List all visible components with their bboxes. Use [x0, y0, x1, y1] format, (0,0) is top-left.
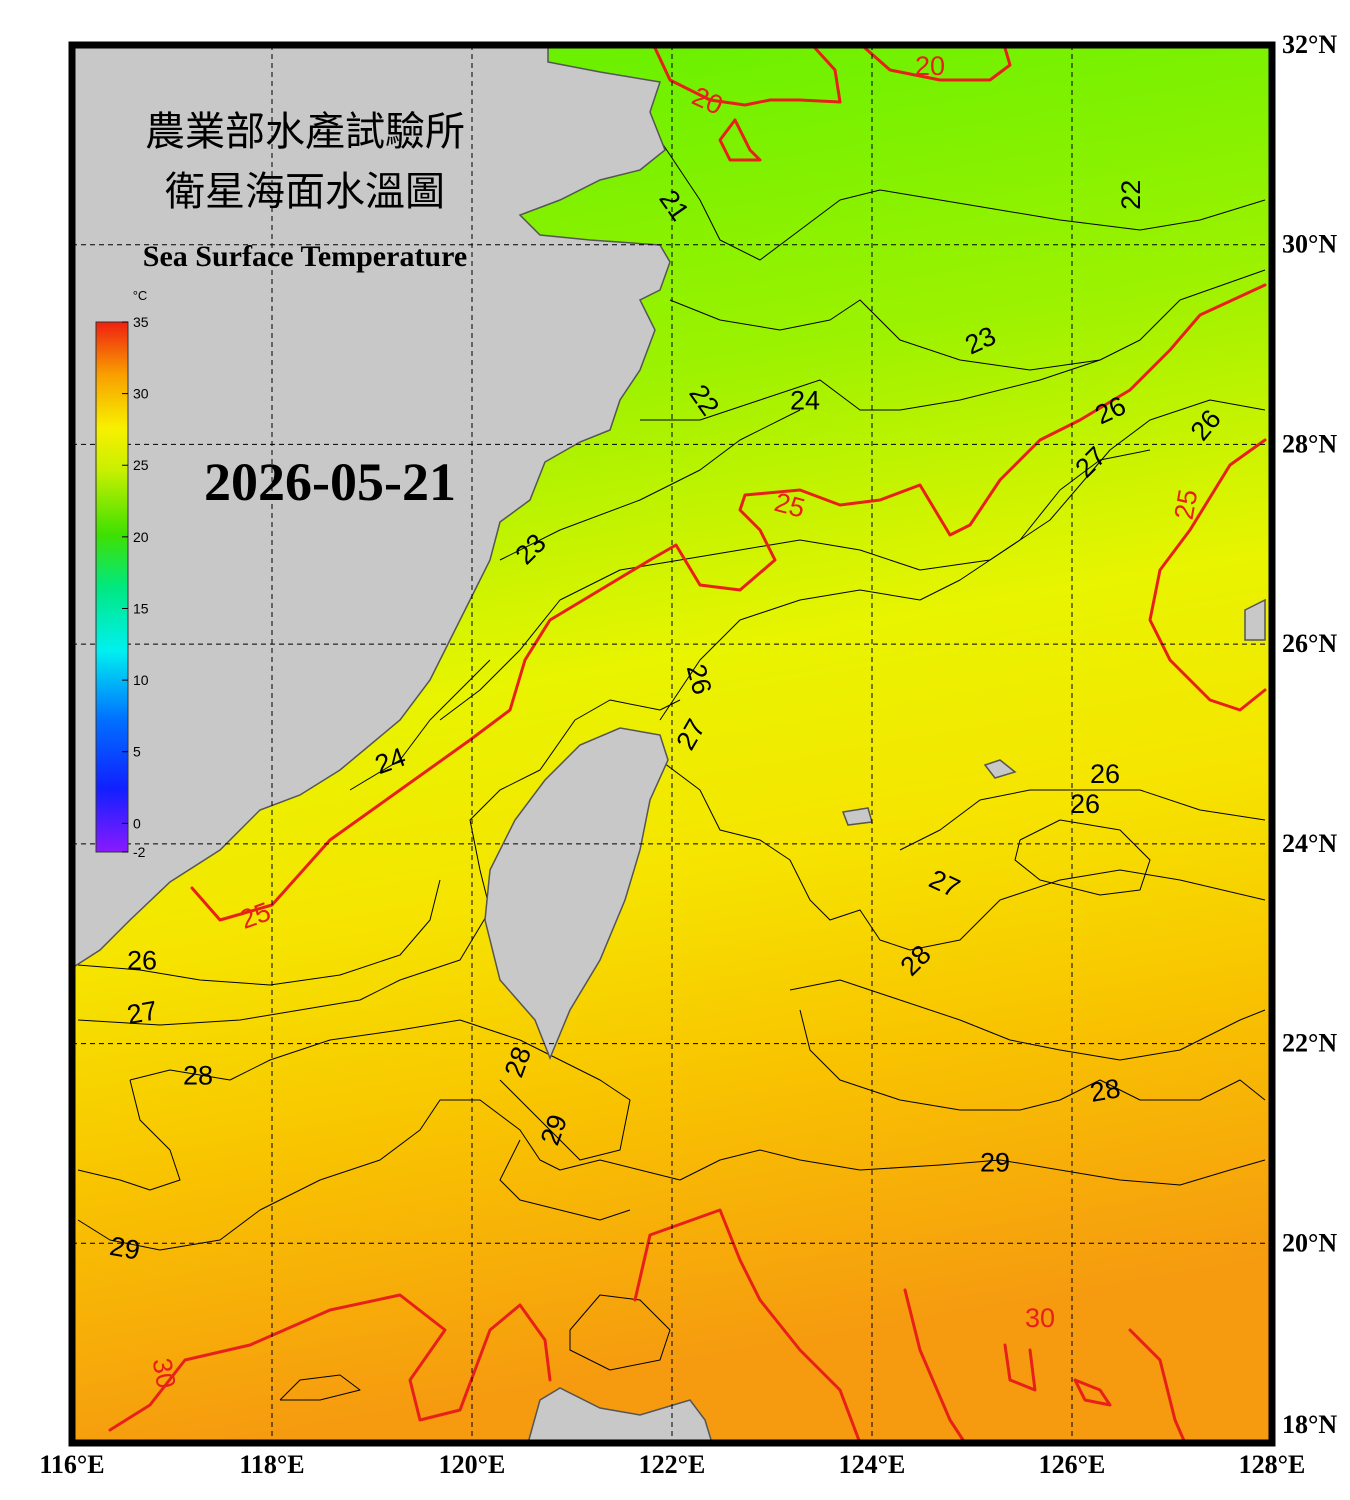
lat-tick-label: 18°N — [1282, 1410, 1337, 1439]
colorbar-tick-label: 30 — [133, 386, 149, 402]
contour-label: 28 — [1088, 1073, 1123, 1108]
isotherm-red — [1003, 1343, 1037, 1392]
isotherm — [789, 979, 1266, 1061]
mainland-china — [72, 45, 671, 969]
lat-tick-label: 22°N — [1282, 1029, 1337, 1058]
lon-tick-label: 126°E — [1039, 1450, 1106, 1479]
isotherm-red — [903, 1288, 967, 1443]
colorbar-tick-label: 10 — [133, 672, 149, 688]
isotherm-red — [718, 118, 762, 162]
isotherm — [659, 759, 1266, 951]
isotherm — [659, 139, 1266, 261]
axes: 116°E 118°E 120°E 122°E 124°E 126°E 128°E 18°N 2… — [39, 30, 1337, 1479]
island — [1244, 598, 1266, 641]
isotherm — [349, 659, 491, 791]
colorbar-tick-label: 25 — [133, 457, 149, 473]
contour-label: 25 — [1169, 487, 1204, 522]
isotherm-red — [1148, 438, 1267, 712]
isotherm — [899, 789, 1266, 851]
contour-label: 29 — [107, 1231, 142, 1266]
lat-tick-label: 32°N — [1282, 30, 1337, 59]
isotherm — [659, 449, 1151, 721]
island — [983, 759, 1017, 779]
isotherm — [499, 409, 801, 561]
isotherm — [569, 1294, 671, 1371]
lon-tick-label: 128°E — [1239, 1450, 1306, 1479]
lon-tick-label: 118°E — [239, 1450, 304, 1479]
isotherms — [77, 139, 1266, 1401]
isotherm — [77, 1099, 1266, 1251]
contour-label: 24 — [790, 385, 820, 415]
colorbar-tick-label: 20 — [133, 529, 149, 545]
luzon — [527, 1387, 713, 1443]
isotherm — [77, 1079, 181, 1191]
lat-tick-label: 28°N — [1282, 429, 1337, 458]
title-en: Sea Surface Temperature — [143, 240, 467, 273]
lat-tick-label: 26°N — [1282, 629, 1337, 658]
isotherm — [439, 399, 1266, 721]
colorbar-ramp — [95, 321, 129, 853]
lat-tick-label: 30°N — [1282, 230, 1337, 259]
contour-label: 26 — [1070, 789, 1100, 819]
contour-label: 29 — [980, 1147, 1010, 1177]
contour-label: 20 — [915, 51, 945, 81]
lon-tick-label: 122°E — [639, 1450, 706, 1479]
isotherm — [1014, 819, 1151, 896]
contour-label: 26 — [1090, 759, 1120, 789]
lon-tick-label: 124°E — [839, 1450, 906, 1479]
colorbar: °C 35 30 25 20 15 10 5 0 -2 — [95, 288, 149, 860]
isotherm — [279, 1374, 361, 1401]
land — [72, 45, 1266, 1443]
isotherm — [129, 1019, 631, 1161]
colorbar-tick-label: -2 — [133, 844, 146, 860]
lat-tick-label: 24°N — [1282, 829, 1337, 858]
taiwan — [484, 727, 669, 1060]
map-frame — [68, 41, 1276, 1447]
isotherm — [640, 359, 1101, 421]
isotherm — [499, 1139, 631, 1221]
isotherm-red — [1073, 1378, 1112, 1407]
contour-label: 30 — [1025, 1303, 1055, 1333]
lon-tick-label: 116°E — [39, 1450, 104, 1479]
isotherm-red — [1128, 1328, 1187, 1443]
isotherm-red — [108, 1293, 552, 1432]
contour-label: 28 — [183, 1061, 213, 1091]
contour-label: 27 — [125, 995, 160, 1030]
isotherm — [77, 879, 441, 986]
title-zh-1: 農業部水產試驗所 — [145, 109, 465, 154]
colorbar-unit: °C — [133, 288, 148, 303]
lon-tick-label: 120°E — [439, 1450, 506, 1479]
colorbar-tick-label: 35 — [133, 314, 149, 330]
island — [841, 807, 873, 826]
lat-tick-label: 20°N — [1282, 1228, 1337, 1257]
isotherm-red — [653, 46, 842, 107]
colorbar-tick-label: 15 — [133, 600, 149, 616]
isotherm — [799, 1009, 1266, 1111]
contour-label: 26 — [127, 946, 157, 976]
contour-label: 30 — [147, 1356, 182, 1391]
isotherm-red — [863, 46, 1012, 82]
colorbar-tick-label: 0 — [133, 815, 141, 831]
graticule — [72, 45, 1272, 1443]
date: 2026-05-21 — [204, 452, 456, 512]
isotherms-red — [108, 46, 1267, 1443]
isotherm-red — [633, 1208, 862, 1443]
isotherm — [77, 699, 681, 1026]
colorbar-tick-label: 5 — [133, 744, 141, 760]
isotherm-red — [190, 283, 1267, 922]
contour-label: 22 — [1116, 180, 1146, 210]
title-zh-2: 衛星海面水溫圖 — [165, 169, 445, 214]
isotherm — [669, 269, 1266, 371]
